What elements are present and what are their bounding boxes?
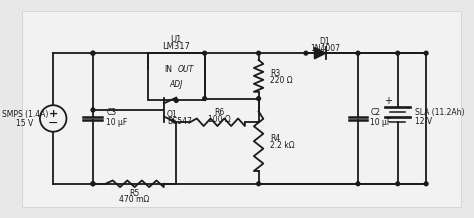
Text: 10 μF: 10 μF [370, 118, 392, 127]
Text: D1: D1 [319, 37, 330, 46]
Text: ADJ: ADJ [170, 80, 183, 89]
Text: +: + [48, 109, 58, 119]
Circle shape [304, 51, 308, 55]
Circle shape [91, 108, 95, 112]
Text: C2: C2 [370, 108, 380, 117]
Text: OUT: OUT [178, 65, 194, 74]
Text: 100 Ω: 100 Ω [208, 115, 231, 124]
Circle shape [91, 51, 95, 55]
Text: BC547: BC547 [167, 117, 191, 126]
Text: 470 mΩ: 470 mΩ [119, 195, 150, 204]
Text: R3: R3 [270, 68, 280, 78]
Circle shape [203, 97, 207, 100]
Text: −: − [48, 117, 58, 130]
Circle shape [396, 51, 400, 55]
Circle shape [174, 99, 178, 102]
Text: SMPS (1.4A): SMPS (1.4A) [1, 110, 48, 119]
Circle shape [91, 182, 95, 186]
Circle shape [91, 182, 95, 186]
Text: LM317: LM317 [162, 42, 190, 51]
Circle shape [203, 51, 207, 55]
Circle shape [257, 51, 261, 55]
Text: Q1: Q1 [167, 110, 177, 119]
Text: 220 Ω: 220 Ω [270, 76, 292, 85]
Text: IN: IN [164, 65, 173, 74]
Circle shape [91, 51, 95, 55]
Text: 15 V: 15 V [16, 119, 34, 128]
Circle shape [356, 51, 360, 55]
Circle shape [396, 182, 400, 186]
Circle shape [356, 182, 360, 186]
Text: 10 μF: 10 μF [106, 118, 128, 127]
Polygon shape [314, 48, 326, 59]
Text: C3: C3 [106, 108, 116, 117]
Circle shape [424, 51, 428, 55]
Text: R6: R6 [214, 108, 224, 117]
Circle shape [257, 182, 261, 186]
Text: +: + [384, 96, 392, 106]
Bar [148, 53, 205, 100]
Text: 1N4007: 1N4007 [310, 44, 340, 53]
Text: 2.2 kΩ: 2.2 kΩ [270, 141, 294, 150]
Text: SLA (11.2Ah): SLA (11.2Ah) [415, 108, 464, 117]
Circle shape [424, 182, 428, 186]
Text: R4: R4 [270, 134, 280, 143]
Text: R5: R5 [129, 189, 140, 198]
Text: 12 V: 12 V [415, 117, 432, 126]
Circle shape [257, 97, 261, 100]
Text: U1: U1 [171, 35, 182, 44]
Polygon shape [172, 119, 176, 122]
